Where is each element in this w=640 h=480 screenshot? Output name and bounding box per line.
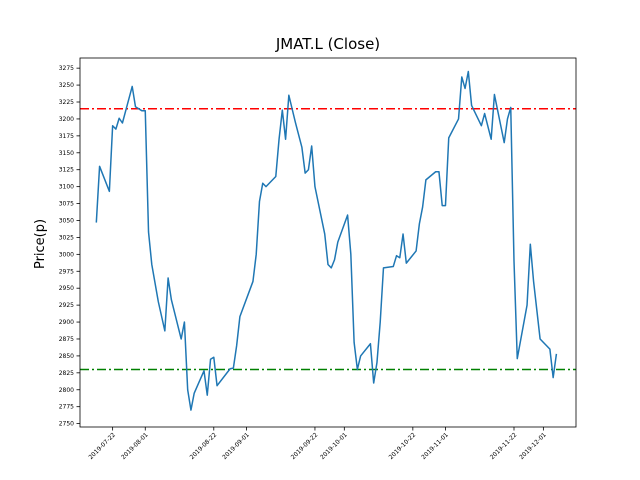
plot-area-frame [79,57,577,428]
y-tick-label: 3125 [59,167,74,174]
y-tick-label: 2900 [59,319,74,326]
y-tick-label: 3250 [59,82,74,89]
chart-title: JMAT.L (Close) [275,35,380,53]
y-tick-label: 3225 [59,99,74,106]
y-tick-label: 3100 [59,184,74,191]
y-tick-label: 2875 [59,336,74,343]
y-tick-label: 2950 [59,285,74,292]
y-tick-label: 2850 [59,353,74,360]
y-tick-label: 2800 [59,387,74,394]
y-tick-label: 3025 [59,234,74,241]
x-tick-label: 2019-10-22 [388,431,418,461]
y-tick-label: 2825 [59,370,74,377]
y-tick-label: 3275 [59,65,74,72]
x-tick-label: 2019-12-01 [518,431,548,461]
y-tick-label: 3200 [59,116,74,123]
reference-lines [80,108,576,371]
y-axis-ticks: 2750 2775 2800 2825 2850 2875 2900 2925 2950 2975… [59,65,80,428]
y-tick-label: 2750 [59,421,74,428]
y-tick-label: 2975 [59,268,74,275]
y-tick-label: 3075 [59,201,74,208]
y-tick-label: 3175 [59,133,74,140]
y-tick-label: 3150 [59,150,74,157]
x-tick-label: 2019-10-01 [319,431,349,461]
x-tick-label: 2019-11-01 [420,431,450,461]
series-layer [95,70,558,411]
y-axis-label: Price(p) [33,219,48,269]
x-tick-label: 2019-09-22 [290,431,320,461]
x-tick-label: 2019-09-01 [221,431,251,461]
x-tick-label: 2019-08-01 [120,431,150,461]
y-tick-label: 3000 [59,251,74,258]
x-tick-label: 2019-08-22 [189,431,219,461]
y-tick-label: 2775 [59,404,74,411]
x-tick-label: 2019-07-22 [87,431,117,461]
y-tick-label: 3050 [59,217,74,224]
x-tick-label: 2019-11-22 [489,431,519,461]
x-axis-ticks: 2019-07-22 2019-08-01 2019-08-22 2019-09-01… [87,427,548,461]
series-line-0 [95,70,558,411]
y-tick-label: 2925 [59,302,74,309]
